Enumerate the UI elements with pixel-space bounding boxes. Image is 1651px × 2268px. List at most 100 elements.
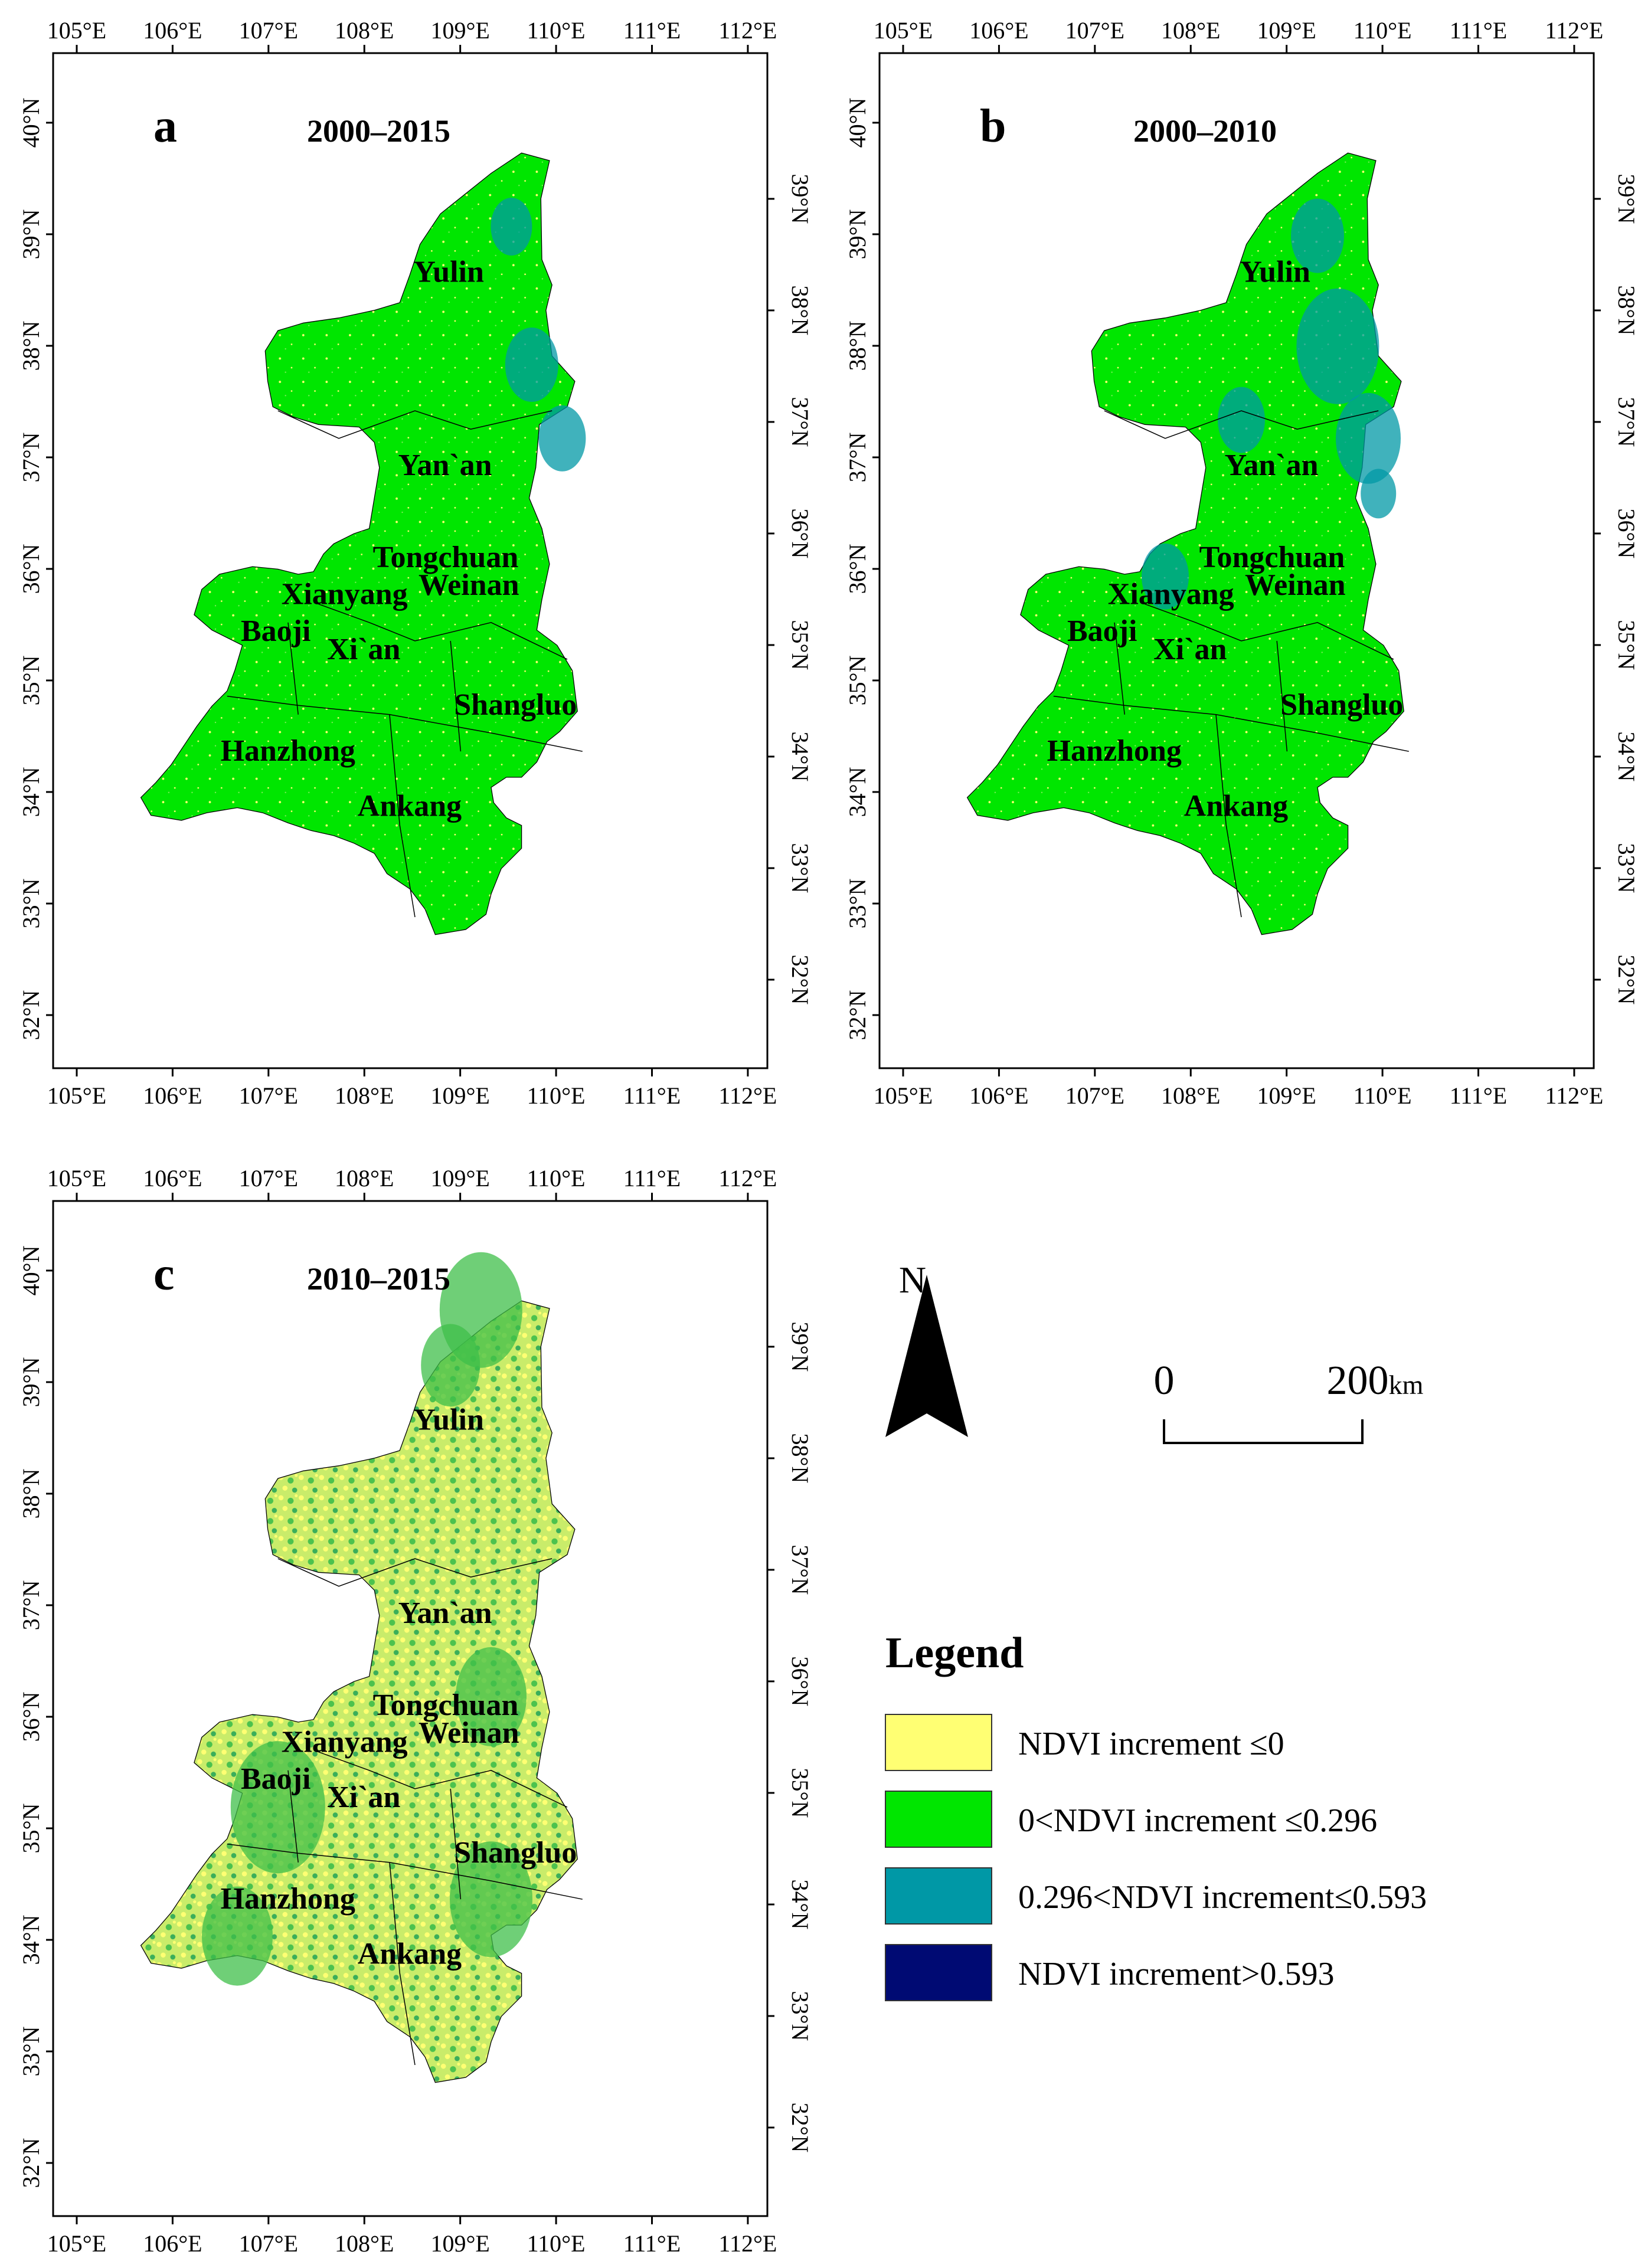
prefecture-boundary: [1104, 410, 1379, 439]
scale-bar: 0 200 km: [1154, 1358, 1424, 1444]
lon-label-bottom: 110°E: [527, 2230, 586, 2257]
lat-label-left: 40°N: [18, 1245, 44, 1295]
ndvi-cluster: [450, 1841, 532, 1958]
lat-label-left: 37°N: [18, 432, 44, 482]
map-panel-c: 105°E 105°E 106°E 106°E 107°E 107°E 108°E 108°E…: [18, 1165, 813, 2257]
city-label: Xianyang: [282, 578, 408, 611]
lat-label-right: 34°N: [1613, 732, 1640, 782]
lon-label-bottom: 107°E: [1065, 1082, 1124, 1109]
city-label: Yulin: [413, 1403, 484, 1437]
city-label: Baoji: [241, 614, 310, 648]
prefecture-boundary: [287, 622, 299, 715]
city-label: Yulin: [1240, 256, 1310, 289]
lat-label-right: 37°N: [787, 1544, 813, 1595]
legend-item: NDVI increment ≤0: [885, 1714, 1284, 1771]
legend-item: 0.296<NDVI increment≤0.593: [885, 1867, 1427, 1925]
city-label: Xi`an: [327, 633, 400, 666]
ndvi-cluster: [1336, 392, 1401, 484]
city-label: Tongchuan: [373, 541, 519, 574]
lat-label-right: 32°N: [787, 2103, 813, 2153]
city-label: Ankang: [358, 789, 462, 823]
legend-label: NDVI increment ≤0: [1018, 1726, 1284, 1762]
legend-swatch: [885, 1944, 992, 2001]
prefecture-boundary: [450, 640, 462, 752]
lat-label-left: 34°N: [18, 767, 44, 817]
lon-label-bottom: 112°E: [718, 1082, 777, 1109]
lon-label-top: 107°E: [239, 1165, 298, 1192]
lat-label-right: 32°N: [1613, 955, 1640, 1005]
lat-label-right: 35°N: [1613, 620, 1640, 670]
lat-label-left: 35°N: [18, 1804, 44, 1854]
lat-label-left: 38°N: [18, 320, 44, 371]
city-label: Hanzhong: [221, 1882, 355, 1916]
city-label: Yan`an: [398, 449, 492, 482]
lon-label-top: 108°E: [335, 17, 394, 44]
prefecture-boundary: [389, 1862, 416, 2066]
lon-label-top: 111°E: [1450, 17, 1507, 44]
lat-label-left: 39°N: [18, 1357, 44, 1407]
lon-label-top: 110°E: [527, 17, 586, 44]
legend-swatch: [885, 1714, 992, 1771]
city-label: Xi`an: [327, 1781, 400, 1814]
city-label: Yan`an: [398, 1596, 492, 1630]
legend: Legend NDVI increment ≤0 0<NDVI increment…: [885, 1629, 1427, 2001]
prefecture-boundary: [450, 1788, 462, 1900]
lon-label-bottom: 110°E: [1354, 1082, 1412, 1109]
city-label: Ankang: [1184, 789, 1288, 823]
city-label: Hanzhong: [1047, 734, 1182, 768]
prefecture-boundary: [277, 1558, 552, 1587]
lat-label-right: 36°N: [787, 1657, 813, 1707]
lon-label-top: 106°E: [969, 17, 1028, 44]
lon-label-bottom: 106°E: [143, 2230, 202, 2257]
lat-label-right: 34°N: [787, 1880, 813, 1930]
lat-label-left: 39°N: [844, 209, 871, 259]
lat-label-right: 38°N: [1613, 285, 1640, 335]
lon-label-top: 105°E: [47, 1165, 106, 1192]
city-label: Shangluo: [454, 1836, 577, 1870]
lat-label-left: 36°N: [18, 544, 44, 594]
lat-label-left: 37°N: [18, 1580, 44, 1630]
lon-label-bottom: 105°E: [874, 1082, 933, 1109]
prefecture-boundary: [1145, 603, 1394, 660]
lat-label-right: 35°N: [787, 620, 813, 670]
lon-label-bottom: 112°E: [718, 2230, 777, 2257]
scale-start-label: 0: [1154, 1358, 1175, 1403]
legend-label: 0<NDVI increment ≤0.296: [1018, 1802, 1377, 1839]
lon-label-bottom: 106°E: [143, 1082, 202, 1109]
lat-label-left: 33°N: [18, 879, 44, 929]
lat-label-left: 33°N: [18, 2027, 44, 2077]
lat-label-left: 36°N: [844, 544, 871, 594]
lat-label-right: 35°N: [787, 1768, 813, 1818]
lat-label-right: 39°N: [787, 174, 813, 224]
scale-unit-label: km: [1389, 1370, 1424, 1400]
lon-label-top: 109°E: [1257, 17, 1316, 44]
city-label: Weinan: [419, 1716, 519, 1750]
lat-label-right: 38°N: [787, 1433, 813, 1483]
ndvi-cluster: [1291, 198, 1344, 273]
lon-label-bottom: 105°E: [47, 2230, 106, 2257]
scale-end-label: 200: [1327, 1358, 1389, 1403]
lat-label-left: 39°N: [18, 209, 44, 259]
legend-swatch: [885, 1867, 992, 1925]
lon-label-bottom: 108°E: [1161, 1082, 1220, 1109]
lat-label-left: 38°N: [844, 320, 871, 371]
lat-label-left: 38°N: [18, 1468, 44, 1518]
panel-letter: a: [153, 100, 177, 152]
lon-label-top: 106°E: [143, 1165, 202, 1192]
ndvi-cluster: [1142, 543, 1189, 610]
lat-label-right: 36°N: [787, 509, 813, 559]
lon-label-bottom: 108°E: [335, 2230, 394, 2257]
city-label: Xi`an: [1153, 633, 1227, 666]
prefecture-boundary: [287, 1770, 299, 1863]
lon-label-top: 107°E: [239, 17, 298, 44]
city-label: Weinan: [1245, 568, 1346, 602]
lat-label-left: 32°N: [844, 990, 871, 1040]
lon-label-bottom: 109°E: [430, 1082, 489, 1109]
ndvi-cluster: [421, 1324, 480, 1407]
city-label: Yan`an: [1225, 449, 1319, 482]
lon-label-top: 106°E: [143, 17, 202, 44]
lat-label-right: 33°N: [787, 843, 813, 894]
lon-label-top: 105°E: [874, 17, 933, 44]
ndvi-cluster: [1218, 387, 1265, 453]
ndvi-cluster: [491, 198, 532, 256]
